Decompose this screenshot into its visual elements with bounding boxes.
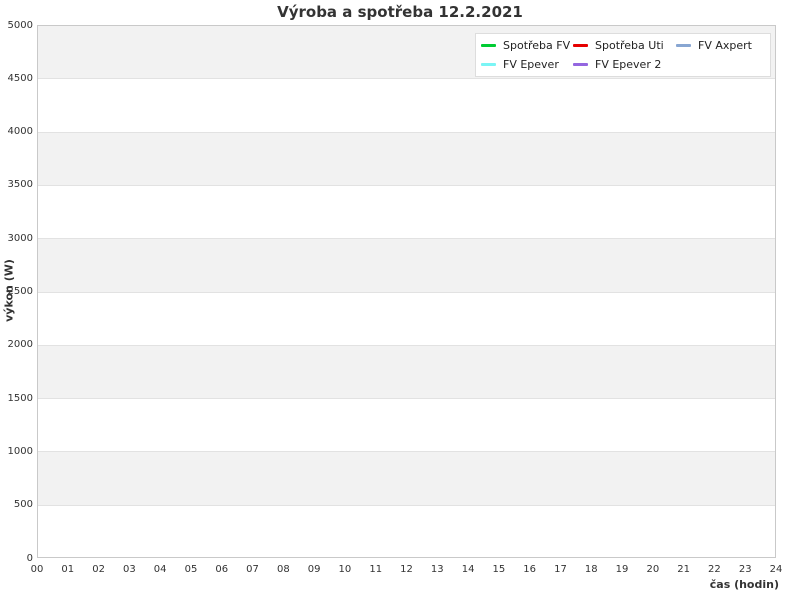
legend-item-label: Spotřeba Uti [595,39,664,52]
legend-item: FV Epever [481,55,573,74]
legend-line-swatch [481,63,496,66]
legend-item: Spotřeba FV [481,36,573,55]
x-tick-label: 20 [646,564,660,575]
grid-band [38,184,775,240]
gridline [38,238,775,240]
grid-band [38,131,775,186]
grid-band [38,78,775,133]
x-tick-label: 05 [184,564,198,575]
legend-line-swatch [573,44,588,47]
x-tick-label: 21 [677,564,690,575]
x-tick-label: 12 [400,564,413,575]
y-tick-label: 3000 [7,232,33,244]
x-tick-label: 15 [492,564,506,575]
x-tick-label: 08 [276,564,290,575]
y-tick-label: 1500 [7,392,33,404]
legend-item-label: Spotřeba FV [503,39,571,52]
gridline [38,451,775,453]
gridline [38,504,775,506]
grid-band [38,504,775,557]
y-tick-label: 4500 [7,72,33,84]
legend-item-label: FV Epever [503,58,559,71]
x-tick-label: 24 [769,564,783,575]
plot-area [37,25,776,558]
x-tick-label: 19 [615,564,629,575]
x-tick-label: 01 [61,564,75,575]
grid-band [38,344,775,400]
x-tick-label: 11 [369,564,383,575]
legend: Spotřeba FV Spotřeba Uti FV Axpert FV Epeve… [475,33,771,77]
gridline [38,78,775,80]
x-tick-label: 18 [584,564,598,575]
x-axis-label: čas (hodin) [709,578,779,591]
x-tick-label: 10 [338,564,352,575]
y-tick-label: 500 [13,499,33,511]
grid-band [38,451,775,506]
gridline [38,131,775,133]
legend-line-swatch [573,63,588,66]
y-tick-label: 5000 [7,19,33,31]
grid-band [38,398,775,453]
x-tick-label: 17 [554,564,567,575]
y-tick-label: 2500 [7,286,33,297]
x-tick-label: 00 [30,564,44,575]
gridline [38,344,775,346]
x-tick-label: 22 [708,564,721,575]
legend-item: FV Epever 2 [573,55,676,74]
legend-line-swatch [481,44,496,47]
x-tick-label: 13 [430,564,444,575]
grid-band [38,238,775,293]
y-tick-label: 3500 [7,179,33,191]
gridline [38,291,775,293]
x-tick-label: 14 [461,564,475,575]
legend-item: Spotřeba Uti [573,36,676,55]
x-tick-label: 23 [738,564,752,575]
x-tick-label: 04 [153,564,167,575]
y-tick-label: 1000 [7,445,33,457]
chart-title: Výroba a spotřeba 12.2.2021 [277,3,523,21]
x-tick-label: 09 [307,564,321,575]
gridline [38,184,775,186]
legend-item-label: FV Axpert [698,39,752,52]
y-tick-label: 2000 [7,339,33,351]
x-tick-label: 06 [215,564,229,575]
legend-line-swatch [676,44,691,47]
grid-band [38,291,775,346]
x-tick-label: 16 [523,564,537,575]
x-tick-label: 03 [123,564,136,575]
legend-item: FV Axpert [676,36,765,55]
legend-item-label: FV Epever 2 [595,58,662,71]
gridline [38,398,775,400]
y-tick-label: 4000 [7,126,33,138]
y-tick-label: 0 [26,552,33,564]
x-tick-label: 07 [246,564,259,575]
x-tick-label: 02 [92,564,105,575]
